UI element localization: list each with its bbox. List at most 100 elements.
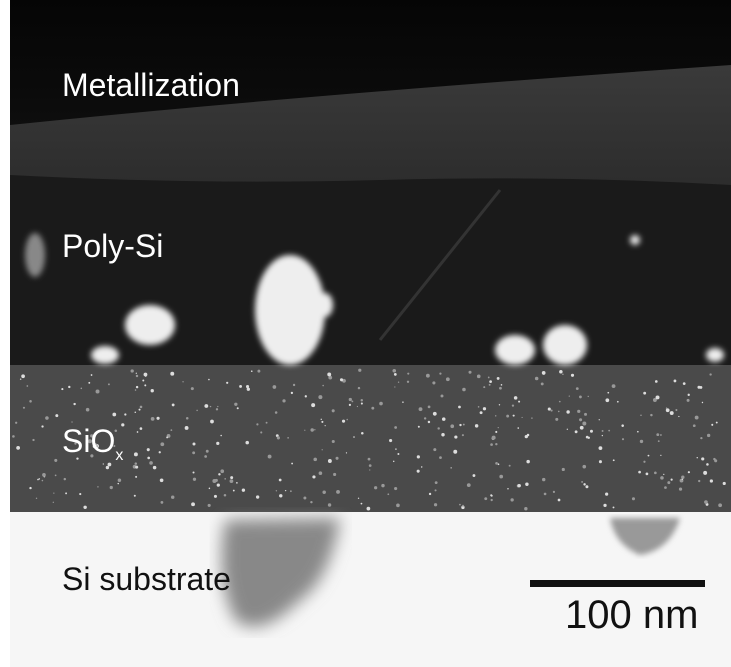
speckle (607, 392, 609, 394)
grain (255, 255, 325, 365)
speckle (279, 494, 282, 497)
speckle (582, 465, 586, 469)
speckle (706, 463, 709, 466)
speckle (509, 465, 511, 467)
speckle (23, 407, 25, 409)
speckle (273, 385, 277, 389)
speckle (555, 418, 558, 421)
speckle (424, 417, 426, 419)
speckle (147, 457, 150, 460)
speckle (29, 400, 32, 403)
speckle (428, 421, 430, 423)
speckle (332, 409, 335, 412)
speckle (342, 420, 345, 423)
speckle (670, 411, 674, 415)
speckle (566, 410, 569, 413)
speckle (65, 492, 67, 494)
speckle (548, 408, 551, 411)
speckle (663, 474, 664, 475)
speckle (336, 457, 339, 460)
speckle (439, 373, 441, 375)
speckle (671, 479, 673, 481)
page: Metallization Poly-Si SiOx Si substrate … (0, 0, 731, 667)
speckle (266, 422, 268, 424)
speckle (478, 406, 480, 408)
speckle (37, 479, 39, 481)
speckle (287, 437, 289, 439)
speckle (506, 415, 509, 418)
speckle (542, 478, 545, 481)
speckle (507, 488, 509, 490)
speckle (303, 496, 306, 499)
speckle (135, 466, 138, 469)
speckle (490, 443, 493, 446)
speckle (371, 407, 374, 410)
grain (91, 346, 119, 364)
speckle (451, 467, 452, 468)
speckle (654, 472, 657, 475)
speckle (446, 377, 450, 381)
speckle (580, 426, 584, 430)
speckle (153, 466, 156, 469)
speckle (42, 480, 44, 482)
speckle (407, 373, 409, 375)
speckle (103, 463, 104, 464)
speckle (599, 446, 603, 450)
speckle (571, 374, 574, 377)
speckle (491, 495, 493, 497)
speckle (361, 402, 363, 404)
speckle (583, 483, 585, 485)
speckle (346, 419, 348, 421)
speckle (605, 493, 608, 496)
speckle (723, 482, 726, 485)
speckle (260, 431, 262, 433)
speckle (643, 461, 645, 463)
speckle (395, 448, 396, 449)
speckle (488, 377, 490, 379)
speckle (713, 458, 715, 460)
speckle (161, 501, 164, 504)
speckle (590, 430, 593, 433)
speckle (41, 425, 43, 427)
speckle (204, 455, 207, 458)
speckle (473, 474, 476, 477)
speckle (108, 463, 112, 467)
speckle (110, 486, 113, 489)
speckle (495, 431, 497, 433)
speckle (648, 455, 650, 457)
speckle (361, 432, 364, 435)
speckle (131, 369, 134, 372)
speckle (551, 410, 553, 412)
speckle (525, 483, 528, 486)
speckle (559, 401, 561, 403)
speckle (96, 389, 100, 393)
speckle (218, 473, 220, 475)
speckle (192, 451, 195, 454)
speckle (26, 385, 28, 387)
speckle (700, 437, 702, 439)
speckle (86, 408, 90, 412)
speckle (136, 375, 138, 377)
speckle (602, 435, 603, 436)
speckle (217, 406, 218, 407)
speckle (322, 491, 325, 494)
speckle (251, 370, 253, 372)
speckle (186, 417, 189, 420)
speckle (437, 427, 439, 429)
speckle (495, 462, 498, 465)
speckle (702, 402, 703, 403)
speckle (499, 404, 500, 405)
grain (543, 325, 587, 365)
speckle (144, 384, 146, 386)
speckle (234, 403, 237, 406)
speckle (210, 420, 214, 424)
speckle (674, 380, 677, 383)
speckle (588, 396, 589, 397)
speckle (247, 388, 250, 391)
speckle (135, 462, 138, 465)
speckle (20, 378, 21, 379)
speckle (279, 479, 282, 482)
speckle (193, 478, 196, 481)
speckle (117, 483, 118, 484)
speckle (510, 498, 513, 501)
